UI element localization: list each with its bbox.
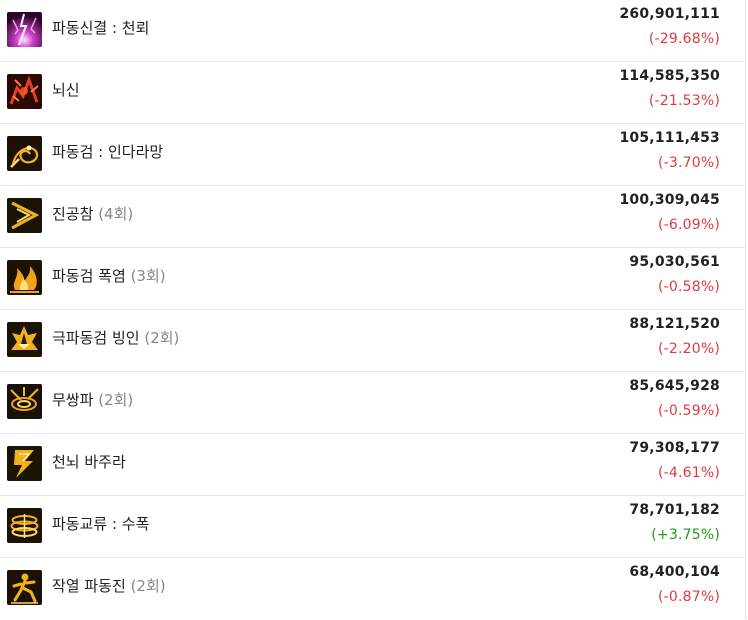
skill-name-text: 뇌신 (52, 81, 80, 99)
skill-name-text: 작열 파동진 (52, 577, 126, 595)
skill-row: 작열 파동진 (2회) 68,400,104 (-0.87%) (0, 558, 745, 620)
skill-damage-change: (-29.68%) (648, 31, 720, 47)
skill-damage-total: 85,645,928 (629, 378, 720, 394)
skill-row: 파동검 폭염 (3회) 95,030,561 (-0.58%) (0, 248, 745, 310)
hit-count: (4회) (98, 205, 134, 223)
skill-damage-change: (+3.75%) (651, 527, 720, 543)
vortex-wave-skill-icon (7, 384, 42, 419)
skill-damage-total: 79,308,177 (629, 440, 720, 456)
skill-damage-total: 95,030,561 (629, 254, 720, 270)
skill-name: 파동신결 : 천뢰 (52, 0, 149, 60)
skill-damage-change: (-0.87%) (657, 589, 720, 605)
skill-name-text: 극파동검 빙인 (52, 329, 140, 347)
skill-name-text: 파동검 폭염 (52, 267, 126, 285)
skill-row: 뇌신 114,585,350 (-21.53%) (0, 62, 745, 124)
skill-row: 파동검 : 인다라망 105,111,453 (-3.70%) (0, 124, 745, 186)
skill-name: 극파동검 빙인 (2회) (52, 310, 179, 370)
skill-damage-total: 78,701,182 (629, 502, 720, 518)
skill-name: 뇌신 (52, 62, 80, 122)
lightning-bolt-skill-icon (7, 446, 42, 481)
skill-name: 천뇌 바주라 (52, 434, 126, 494)
fiery-figure-skill-icon (7, 570, 42, 605)
skill-damage-total: 68,400,104 (629, 564, 720, 580)
ice-blade-skill-icon (7, 322, 42, 357)
hit-count: (2회) (130, 577, 166, 595)
skill-damage-total: 105,111,453 (619, 130, 720, 146)
skill-name-text: 진공참 (52, 205, 94, 223)
skill-row: 극파동검 빙인 (2회) 88,121,520 (-2.20%) (0, 310, 745, 372)
skill-name-text: 파동검 : 인다라망 (52, 143, 164, 161)
skill-name-text: 파동교류 : 수폭 (52, 515, 150, 533)
skill-name: 파동교류 : 수폭 (52, 496, 149, 556)
skill-name: 무쌍파 (2회) (52, 372, 133, 432)
skill-damage-total: 114,585,350 (619, 68, 720, 84)
skill-name: 진공참 (4회) (52, 186, 133, 246)
skill-row: 무쌍파 (2회) 85,645,928 (-0.59%) (0, 372, 745, 434)
skill-name-text: 무쌍파 (52, 391, 94, 409)
skill-damage-change: (-6.09%) (657, 217, 720, 233)
skill-damage-change: (-3.70%) (657, 155, 720, 171)
skill-row: 파동교류 : 수폭 78,701,182 (+3.75%) (0, 496, 745, 558)
skill-damage-total: 88,121,520 (629, 316, 720, 332)
skill-name: 파동검 폭염 (3회) (52, 248, 166, 308)
skill-name: 파동검 : 인다라망 (52, 124, 163, 184)
ring-wave-skill-icon (7, 508, 42, 543)
spiral-sword-skill-icon (7, 136, 42, 171)
hit-count: (2회) (98, 391, 134, 409)
skill-damage-change: (-21.53%) (648, 93, 720, 109)
skill-row: 파동신결 : 천뢰 260,901,111 (-29.68%) (0, 0, 745, 62)
skill-damage-total: 260,901,111 (619, 6, 720, 22)
skill-damage-change: (-0.58%) (657, 279, 720, 295)
red-thunder-god-skill-icon (7, 74, 42, 109)
vacuum-slash-skill-icon (7, 198, 42, 233)
skill-damage-total: 100,309,045 (619, 192, 720, 208)
skill-name-text: 천뇌 바주라 (52, 453, 126, 471)
skill-damage-change: (-4.61%) (657, 465, 720, 481)
purple-lightning-skill-icon (7, 12, 42, 47)
blazing-flame-skill-icon (7, 260, 42, 295)
skill-damage-change: (-2.20%) (657, 341, 720, 357)
skill-row: 진공참 (4회) 100,309,045 (-6.09%) (0, 186, 745, 248)
skill-name: 작열 파동진 (2회) (52, 558, 166, 618)
skill-damage-change: (-0.59%) (657, 403, 720, 419)
hit-count: (3회) (130, 267, 166, 285)
skill-name-text: 파동신결 : 천뢰 (52, 19, 150, 37)
hit-count: (2회) (144, 329, 180, 347)
skill-row: 천뇌 바주라 79,308,177 (-4.61%) (0, 434, 745, 496)
